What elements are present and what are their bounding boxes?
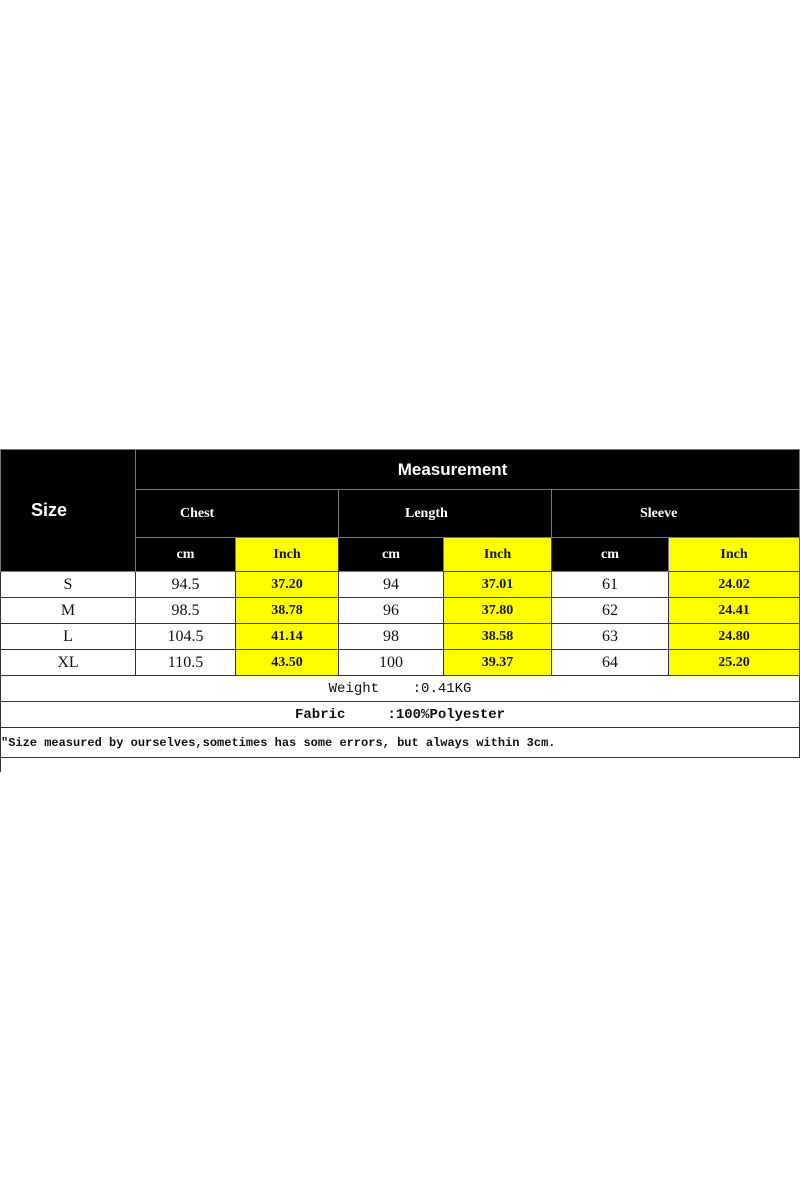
inch-value-cell: 37.01 xyxy=(443,571,552,598)
size-cell: XL xyxy=(0,649,136,676)
unit-header: Inch xyxy=(443,537,552,572)
sleeve-header: Sleeve xyxy=(550,489,800,538)
fabric-value: :100%Polyester xyxy=(387,706,506,723)
size-cell: L xyxy=(0,623,136,650)
weight-row: Weight :0.41KG xyxy=(0,675,800,702)
inch-value-cell: 25.20 xyxy=(667,649,800,676)
cm-value-cell: 100 xyxy=(338,649,444,676)
table-row: XL 110.5 43.50 100 39.37 64 25.20 xyxy=(0,649,800,676)
unit-header: cm xyxy=(338,537,444,572)
fabric-label: Fabric xyxy=(295,706,346,723)
table-row: S 94.5 37.20 94 37.01 61 24.02 xyxy=(0,571,800,598)
cm-value-cell: 94 xyxy=(338,571,444,598)
fabric-row: Fabric :100%Polyester xyxy=(0,701,800,728)
size-cell: M xyxy=(0,597,136,624)
cm-value-cell: 98.5 xyxy=(135,597,236,624)
unit-header: Inch xyxy=(667,537,800,572)
weight-value: :0.41KG xyxy=(412,680,472,697)
inch-value-cell: 37.80 xyxy=(443,597,552,624)
inch-value-cell: 24.80 xyxy=(667,623,800,650)
inch-value-cell: 39.37 xyxy=(443,649,552,676)
cm-value-cell: 64 xyxy=(551,649,669,676)
inch-value-cell: 37.20 xyxy=(235,571,339,598)
cm-value-cell: 98 xyxy=(338,623,444,650)
cm-value-cell: 62 xyxy=(551,597,669,624)
table-row: L 104.5 41.14 98 38.58 63 24.80 xyxy=(0,623,800,650)
cm-value-cell: 63 xyxy=(551,623,669,650)
size-chart-table: Size Measurement Chest Length Sleeve cm … xyxy=(0,449,800,772)
inch-value-cell: 43.50 xyxy=(235,649,339,676)
table-row: M 98.5 38.78 96 37.80 62 24.41 xyxy=(0,597,800,624)
inch-value-cell: 41.14 xyxy=(235,623,339,650)
measurement-header: Measurement xyxy=(134,449,800,490)
length-header: Length xyxy=(338,489,552,538)
measurement-note: "Size measured by ourselves,sometimes ha… xyxy=(0,727,800,758)
cm-value-cell: 96 xyxy=(338,597,444,624)
inch-value-cell: 38.58 xyxy=(443,623,552,650)
unit-header: cm xyxy=(135,537,236,572)
cm-value-cell: 110.5 xyxy=(135,649,236,676)
unit-header: Inch xyxy=(235,537,339,572)
size-header: Size xyxy=(0,449,136,572)
inch-value-cell: 24.41 xyxy=(667,597,800,624)
table-bottom-spacer xyxy=(0,757,800,772)
cm-value-cell: 104.5 xyxy=(135,623,236,650)
size-cell: S xyxy=(0,571,136,598)
weight-label: Weight xyxy=(328,680,380,697)
cm-value-cell: 61 xyxy=(551,571,669,598)
cm-value-cell: 94.5 xyxy=(135,571,236,598)
unit-header: cm xyxy=(551,537,669,572)
chest-header: Chest xyxy=(135,489,339,538)
inch-value-cell: 24.02 xyxy=(667,571,800,598)
inch-value-cell: 38.78 xyxy=(235,597,339,624)
